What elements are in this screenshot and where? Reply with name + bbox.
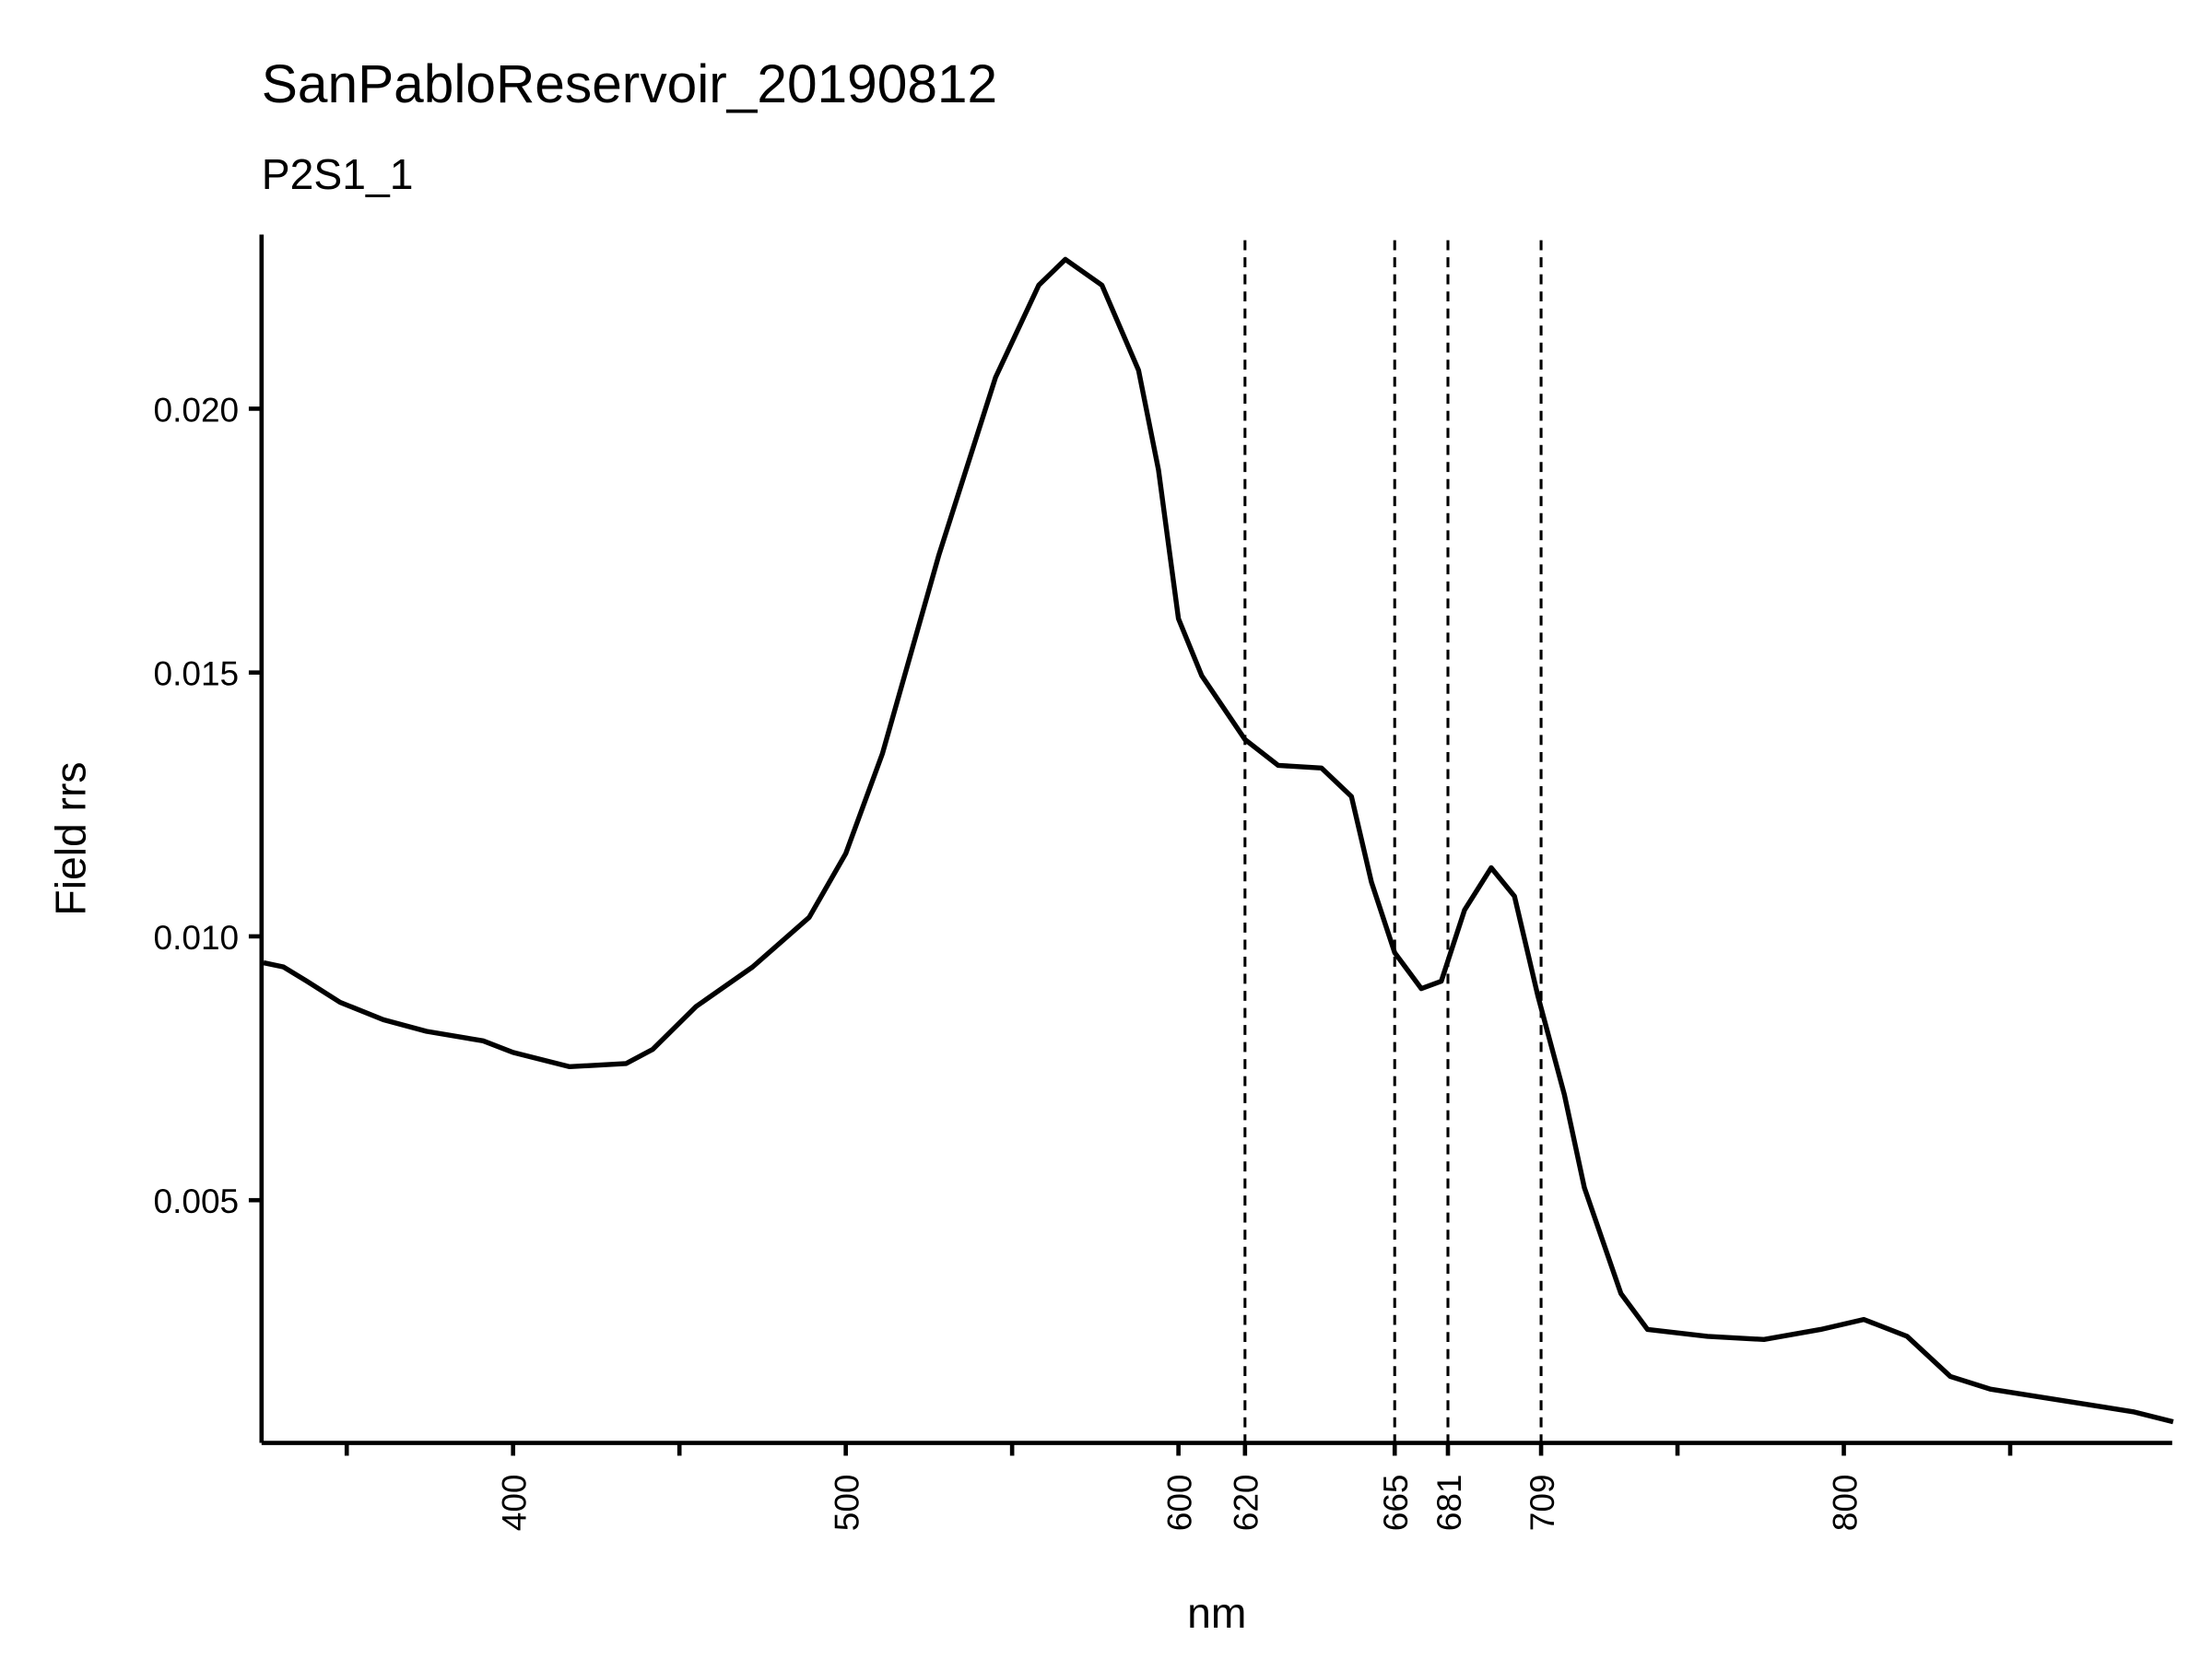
y-tick-label: 0.015 <box>154 654 240 693</box>
x-tick-label: 600 <box>1159 1474 1198 1531</box>
x-axis-label: nm <box>1187 1589 1246 1637</box>
y-axis-label: Field rrs <box>47 761 95 915</box>
x-tick-label: 665 <box>1376 1474 1415 1531</box>
x-tick-label: 681 <box>1430 1474 1468 1531</box>
x-tick-label: 709 <box>1523 1474 1561 1531</box>
x-tick-label: 800 <box>1825 1474 1864 1531</box>
x-tick-label: 500 <box>828 1474 866 1531</box>
x-tick-label: 620 <box>1227 1474 1265 1531</box>
y-tick-label: 0.005 <box>154 1182 240 1220</box>
y-tick-label: 0.020 <box>154 390 240 429</box>
data-line <box>263 256 2174 1425</box>
chart-subtitle: P2S1_1 <box>262 150 414 198</box>
x-tick-label: 400 <box>495 1474 534 1531</box>
y-tick-label: 0.010 <box>154 918 240 957</box>
chart-title: SanPabloReservoir_20190812 <box>262 54 997 114</box>
